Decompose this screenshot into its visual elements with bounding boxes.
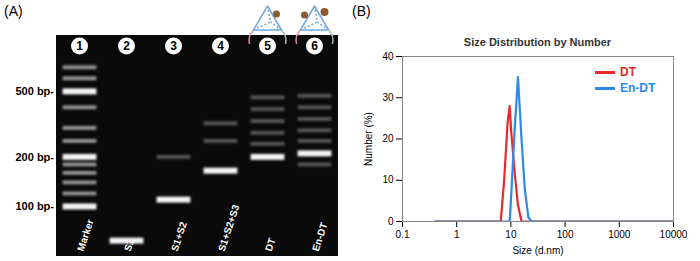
svg-text:200 bp-: 200 bp- [15,151,54,163]
svg-text:3: 3 [170,39,177,53]
svg-text:1000: 1000 [608,229,631,240]
svg-text:6: 6 [311,39,318,53]
html-text:DT: DT [620,65,636,79]
svg-text:500 bp-: 500 bp- [15,85,54,97]
svg-text:0: 0 [388,216,394,227]
svg-text:S1: S1 [122,237,136,252]
svg-text:10: 10 [382,174,394,185]
svg-text:0.1: 0.1 [396,229,410,240]
svg-text:4: 4 [217,39,224,53]
html-text:En-DT: En-DT [620,81,656,95]
html-text:Size Distribution by Number: Size Distribution by Number [463,36,612,48]
svg-text:Marker: Marker [75,218,96,253]
svg-text:Number (%): Number (%) [363,112,374,166]
svg-text:40: 40 [382,51,394,62]
svg-text:En-DT: En-DT [310,221,330,252]
svg-text:10000: 10000 [660,229,688,240]
svg-text:5: 5 [264,39,271,53]
svg-text:30: 30 [382,92,394,103]
svg-text:1: 1 [76,39,83,53]
svg-text:100: 100 [557,229,574,240]
svg-text:20: 20 [382,133,394,144]
svg-text:DT: DT [263,237,278,253]
svg-text:1: 1 [454,229,460,240]
svg-text:10: 10 [505,229,517,240]
svg-text:100 bp-: 100 bp- [15,200,54,212]
html-text:(B): (B) [352,3,371,19]
svg-text:S1+S2: S1+S2 [169,220,189,253]
svg-text:S1+S2+S3: S1+S2+S3 [216,203,242,253]
svg-text:2: 2 [123,39,130,53]
svg-text:Size (d.nm): Size (d.nm) [512,245,563,256]
svg-text:(A): (A) [4,3,23,19]
